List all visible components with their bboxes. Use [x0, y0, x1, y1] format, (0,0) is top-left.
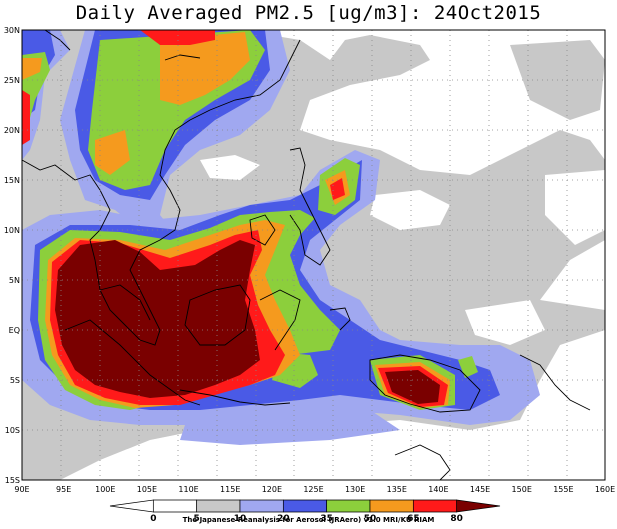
- longitude-label: 110E: [178, 485, 198, 494]
- legend-label: 5: [194, 514, 200, 524]
- clean-air-areas: [200, 40, 605, 345]
- longitude-label: 160E: [595, 485, 615, 494]
- legend-label: 10: [234, 514, 247, 524]
- latitude-label: EQ: [9, 326, 20, 335]
- longitude-label: 115E: [220, 485, 240, 494]
- legend-label: 65: [407, 514, 420, 524]
- legend-swatch: [196, 499, 241, 513]
- latitude-labels: 30N 25N 20N 15N 10N 5N EQ 5S 10S 15S: [4, 26, 20, 485]
- longitude-label: 120E: [262, 485, 282, 494]
- longitude-label: 150E: [512, 485, 532, 494]
- concentration-field: [22, 30, 605, 480]
- legend-label: 80: [450, 514, 463, 524]
- map-title: Daily Averaged PM2.5 [ug/m3]: 24Oct2015: [75, 2, 542, 24]
- layer-above-80: [55, 240, 440, 404]
- legend-swatch: [412, 499, 458, 513]
- longitude-label: 130E: [345, 485, 365, 494]
- legend-label: 50: [364, 514, 377, 524]
- latitude-label: 10S: [5, 426, 20, 435]
- longitude-label: 100E: [95, 485, 115, 494]
- legend-swatch: [239, 499, 284, 513]
- latitude-label: 10N: [4, 226, 20, 235]
- longitude-label: 105E: [137, 485, 157, 494]
- longitude-label: 95E: [56, 485, 71, 494]
- latitude-label: 30N: [4, 26, 20, 35]
- latitude-label: 15N: [4, 176, 20, 185]
- longitude-label: 145E: [470, 485, 490, 494]
- longitude-label: 125E: [303, 485, 323, 494]
- latitude-label: 25N: [4, 76, 20, 85]
- grid-lines: [22, 30, 605, 480]
- latitude-label: 15S: [5, 476, 20, 485]
- longitude-label: 155E: [553, 485, 573, 494]
- longitude-label: 90E: [14, 485, 29, 494]
- legend-label: 35: [320, 514, 333, 524]
- latitude-label: 20N: [4, 126, 20, 135]
- map-frame: [21, 29, 606, 481]
- legend-label: 20: [277, 514, 290, 524]
- legend-swatch: [369, 499, 414, 513]
- longitude-labels: 90E 95E 100E 105E 110E 115E 120E 125E 130E 135E 14…: [14, 485, 615, 494]
- legend-swatch: [109, 499, 154, 513]
- legend-swatch: [326, 499, 371, 513]
- longitude-label: 140E: [428, 485, 448, 494]
- legend-swatch: [152, 499, 198, 513]
- longitude-label: 135E: [387, 485, 407, 494]
- credit-text: The Japanese Reanalysis for Aerosol (JRA…: [182, 516, 435, 524]
- latitude-label: 5S: [10, 376, 20, 385]
- legend-swatch: [456, 499, 501, 513]
- legend-label: 0: [150, 514, 156, 524]
- latitude-label: 5N: [9, 276, 20, 285]
- legend-swatch: [282, 499, 328, 513]
- colorbar-legend: 0 5 10 20 35 50 65 80: [109, 499, 501, 524]
- coastlines: [22, 30, 591, 480]
